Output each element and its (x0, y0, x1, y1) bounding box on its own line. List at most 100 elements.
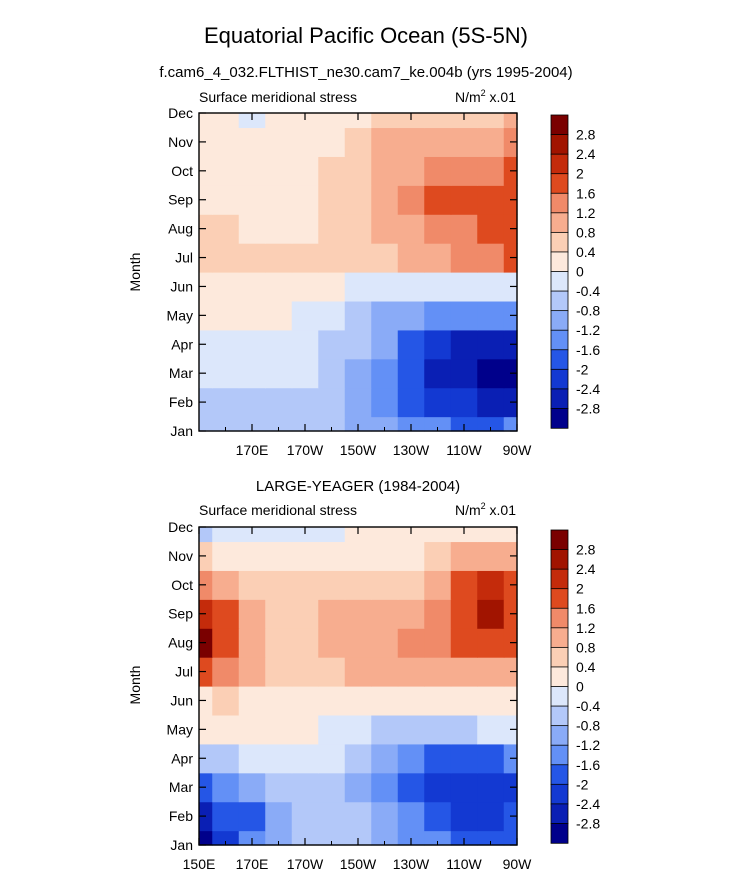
y-tick-label: May (167, 721, 193, 737)
heatmap-cell (344, 599, 372, 629)
heatmap-cell (477, 527, 505, 543)
heatmap-cell (291, 743, 319, 774)
colorbar-label: -0.8 (576, 718, 600, 734)
heatmap-cell (199, 830, 213, 846)
heatmap-cell (212, 416, 240, 432)
colorbar-label: 2 (576, 581, 584, 597)
heatmap-cell (477, 743, 505, 774)
heatmap-cell (318, 185, 346, 215)
heatmap-cell (477, 156, 505, 186)
heatmap-cell (450, 772, 478, 803)
panel-model-ylabel: Month (127, 253, 143, 292)
colorbar-box (550, 686, 569, 707)
units-base: N/m (455, 89, 481, 105)
heatmap-cell (371, 300, 399, 331)
heatmap-cell (318, 657, 346, 687)
heatmap-cell (212, 801, 240, 832)
y-tick-label: Mar (169, 779, 193, 795)
heatmap-cell (371, 830, 399, 846)
heatmap-cell (265, 358, 293, 389)
heatmap-cell (477, 185, 505, 215)
colorbar-label: -2.8 (576, 815, 600, 831)
panel-model: Surface meridional stress N/m2 x.01 Mont… (127, 88, 600, 458)
heatmap-cell (371, 113, 399, 129)
heatmap-cell (344, 527, 372, 543)
heatmap-cell (291, 772, 319, 803)
heatmap-cell (344, 113, 372, 129)
heatmap-cell (318, 127, 346, 157)
heatmap-cell (212, 657, 240, 687)
heatmap-cell (424, 127, 452, 157)
heatmap-cell (291, 387, 319, 418)
heatmap-cell (371, 599, 399, 629)
heatmap-cell (371, 156, 399, 186)
heatmap-cell (291, 686, 319, 716)
y-tick-label: May (167, 307, 193, 323)
heatmap-cell (238, 527, 266, 543)
colorbar-label: 2 (576, 166, 584, 182)
heatmap-cell (265, 113, 293, 129)
heatmap-cell (371, 801, 399, 832)
heatmap-cell (318, 214, 346, 244)
y-tick-label: Aug (168, 221, 193, 237)
heatmap-cell (424, 657, 452, 687)
colorbar-box (550, 529, 569, 551)
heatmap-cell (318, 358, 346, 389)
y-tick-label: Jun (170, 692, 193, 708)
heatmap-cell (344, 657, 372, 687)
heatmap-cell (503, 527, 518, 543)
colorbar-label: -1.6 (576, 342, 600, 358)
heatmap-cell (318, 628, 346, 658)
heatmap-cell (450, 156, 478, 186)
colorbar-box (550, 388, 569, 410)
colorbar-box (550, 725, 569, 746)
heatmap-cell (318, 329, 346, 360)
colorbar-box (550, 408, 569, 429)
heatmap-cell (265, 628, 293, 658)
heatmap-cell (344, 214, 372, 244)
heatmap-cell (318, 272, 346, 302)
heatmap-cell (397, 358, 425, 389)
heatmap-cell (477, 541, 505, 571)
heatmap-cell (238, 243, 266, 273)
heatmap-cell (371, 657, 399, 687)
colorbar-label: 0.8 (576, 224, 596, 240)
heatmap-cell (238, 127, 266, 157)
heatmap-cell (212, 772, 240, 803)
heatmap-cell (397, 300, 425, 331)
heatmap-cell (238, 628, 266, 658)
heatmap-cell (371, 527, 399, 543)
heatmap-cell (212, 243, 240, 273)
heatmap-cell (477, 387, 505, 418)
heatmap-cell (424, 272, 452, 302)
heatmap-cell (318, 156, 346, 186)
heatmap-cell (238, 185, 266, 215)
heatmap-cell (318, 801, 346, 832)
heatmap-cell (424, 772, 452, 803)
heatmap-cell (238, 714, 266, 745)
heatmap-cell (344, 686, 372, 716)
heatmap-cell (450, 329, 478, 360)
figure-title: Equatorial Pacific Ocean (5S-5N) (204, 23, 528, 48)
x-tick-label: 90W (503, 442, 533, 458)
x-tick-label: 170W (287, 856, 324, 872)
colorbar-box (550, 114, 569, 136)
heatmap-cell (477, 686, 505, 716)
heatmap-cell (318, 541, 346, 571)
colorbar-box (550, 744, 569, 766)
heatmap-cell (371, 358, 399, 389)
colorbar-label: 2.4 (576, 561, 596, 577)
y-tick-label: Jan (170, 423, 193, 439)
colorbar-label: 0.4 (576, 659, 596, 675)
heatmap-cell (318, 686, 346, 716)
y-tick-label: Jun (170, 278, 193, 294)
heatmap-cell (371, 127, 399, 157)
panel-model-cells (199, 113, 518, 432)
y-tick-label: Jan (170, 837, 193, 853)
heatmap-cell (477, 570, 505, 600)
heatmap-cell (371, 570, 399, 600)
units-base: N/m (455, 502, 481, 518)
x-tick-label: 90W (503, 856, 533, 872)
panel-model-units: N/m2 x.01 (455, 88, 516, 105)
heatmap-cell (477, 113, 505, 129)
